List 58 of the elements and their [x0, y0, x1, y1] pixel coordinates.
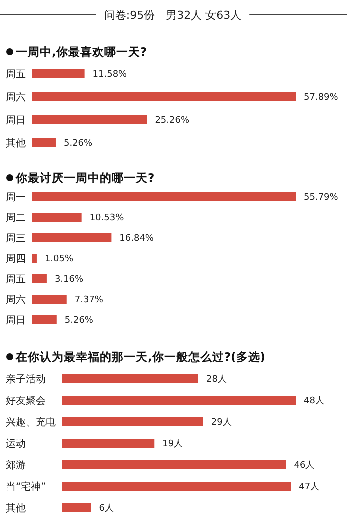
- bar: [32, 92, 296, 102]
- y-tick-label: 周六: [6, 92, 26, 104]
- data-label: 11.58%: [92, 70, 128, 80]
- data-label: 1.05%: [44, 254, 74, 265]
- bar: [32, 138, 56, 148]
- data-label: 19人: [162, 438, 184, 450]
- y-tick-label: 周四: [6, 254, 26, 265]
- chart-title: 在你认为最幸福的那一天,你一般怎么过?(多选): [15, 350, 266, 364]
- bar: [32, 70, 85, 78]
- y-tick-label: 其他: [6, 502, 26, 514]
- data-label: 46人: [294, 460, 315, 472]
- data-label: 5.26%: [64, 139, 94, 150]
- data-label: 25.26%: [155, 116, 190, 126]
- text: 问卷:95份 男32人 女63人: [104, 8, 242, 22]
- data-label: 48人: [304, 396, 324, 407]
- bar: [62, 396, 296, 405]
- y-tick-label: 周五: [6, 274, 26, 286]
- data-label: 6人: [99, 503, 114, 514]
- data-label: 57.89%: [304, 93, 339, 104]
- data-label: 29人: [211, 417, 232, 428]
- y-tick-label: 运动: [6, 438, 26, 450]
- data-label: 28人: [206, 374, 227, 386]
- y-tick-label: 好友聚会: [6, 395, 46, 407]
- data-label: 55.79%: [304, 193, 339, 204]
- data-label: 3.16%: [54, 275, 84, 286]
- bar: [32, 192, 296, 202]
- bar: [32, 316, 57, 324]
- y-tick-label: 亲子活动: [6, 374, 46, 386]
- bar: [32, 213, 82, 222]
- y-tick-label: 周三: [6, 234, 26, 244]
- bar: [62, 482, 292, 491]
- y-tick-label: 周一: [6, 192, 26, 204]
- bar: [62, 418, 204, 426]
- bar: [32, 116, 148, 124]
- bar: [32, 274, 47, 284]
- y-tick-label: 其他: [6, 138, 26, 150]
- bar: [62, 374, 198, 384]
- data-label: 5.26%: [64, 316, 94, 326]
- y-tick-label: 兴趣、充电: [6, 416, 56, 428]
- chart-title: 一周中,你最喜欢哪一天?: [16, 45, 148, 60]
- y-tick-label: 周五: [6, 70, 26, 80]
- y-tick-label: 周日: [6, 116, 26, 126]
- bar: [62, 439, 155, 448]
- y-tick-label: 周日: [6, 316, 26, 326]
- bar: [32, 295, 67, 304]
- y-tick-label: 当“宅神”: [6, 481, 46, 493]
- bar: [62, 460, 286, 470]
- y-tick-label: 郊游: [6, 460, 26, 472]
- bar: [32, 234, 112, 242]
- data-label: 16.84%: [120, 234, 154, 244]
- data-label: 10.53%: [90, 214, 125, 224]
- bar: [62, 504, 92, 512]
- data-label: 7.37%: [74, 296, 104, 306]
- data-label: 47人: [299, 482, 320, 493]
- chart-title: 你最讨厌一周中的哪一天?: [15, 171, 155, 186]
- y-tick-label: 周六: [6, 294, 26, 306]
- bar: [32, 254, 37, 263]
- y-tick-label: 周二: [6, 213, 26, 224]
